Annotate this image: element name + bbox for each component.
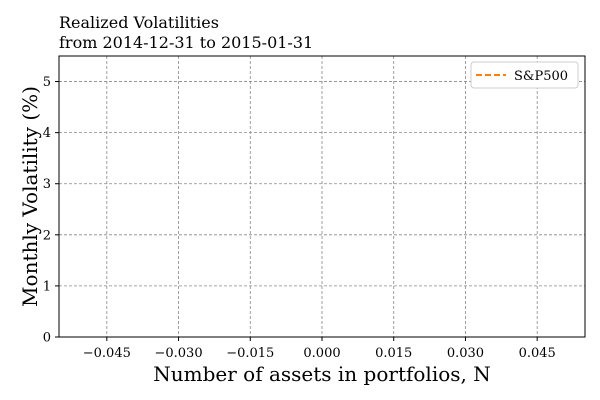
x-tick-label: 0.030 (447, 346, 484, 361)
y-tick-label: 5 (43, 75, 51, 90)
x-tick-label: 0.045 (519, 346, 556, 361)
x-tick-label: −0.030 (154, 346, 202, 361)
y-axis-label: Monthly Volatility (%) (18, 86, 42, 307)
x-ticks: −0.045 −0.030 −0.015 0.000 0.015 0.030 0.045 (83, 337, 556, 361)
legend-label: S&P500 (514, 69, 568, 84)
x-tick-label: −0.015 (226, 346, 274, 361)
y-tick-label: 0 (43, 331, 51, 346)
y-ticks: 0 1 2 3 4 5 (43, 75, 59, 346)
chart-title: Realized Volatilities (59, 13, 219, 32)
chart-subtitle: from 2014-12-31 to 2015-01-31 (59, 33, 314, 52)
y-tick-label: 1 (43, 279, 51, 294)
x-tick-label: 0.015 (375, 346, 412, 361)
x-tick-label: −0.045 (83, 346, 131, 361)
x-tick-label: 0.000 (303, 346, 340, 361)
legend: S&P500 (470, 61, 579, 89)
grid-lines (59, 56, 585, 337)
y-tick-label: 3 (43, 177, 51, 192)
x-axis-label: Number of assets in portfolios, N (153, 362, 490, 386)
plot-frame (58, 55, 586, 338)
legend-frame (470, 61, 579, 89)
y-tick-label: 2 (43, 228, 51, 243)
y-tick-label: 4 (43, 126, 51, 141)
